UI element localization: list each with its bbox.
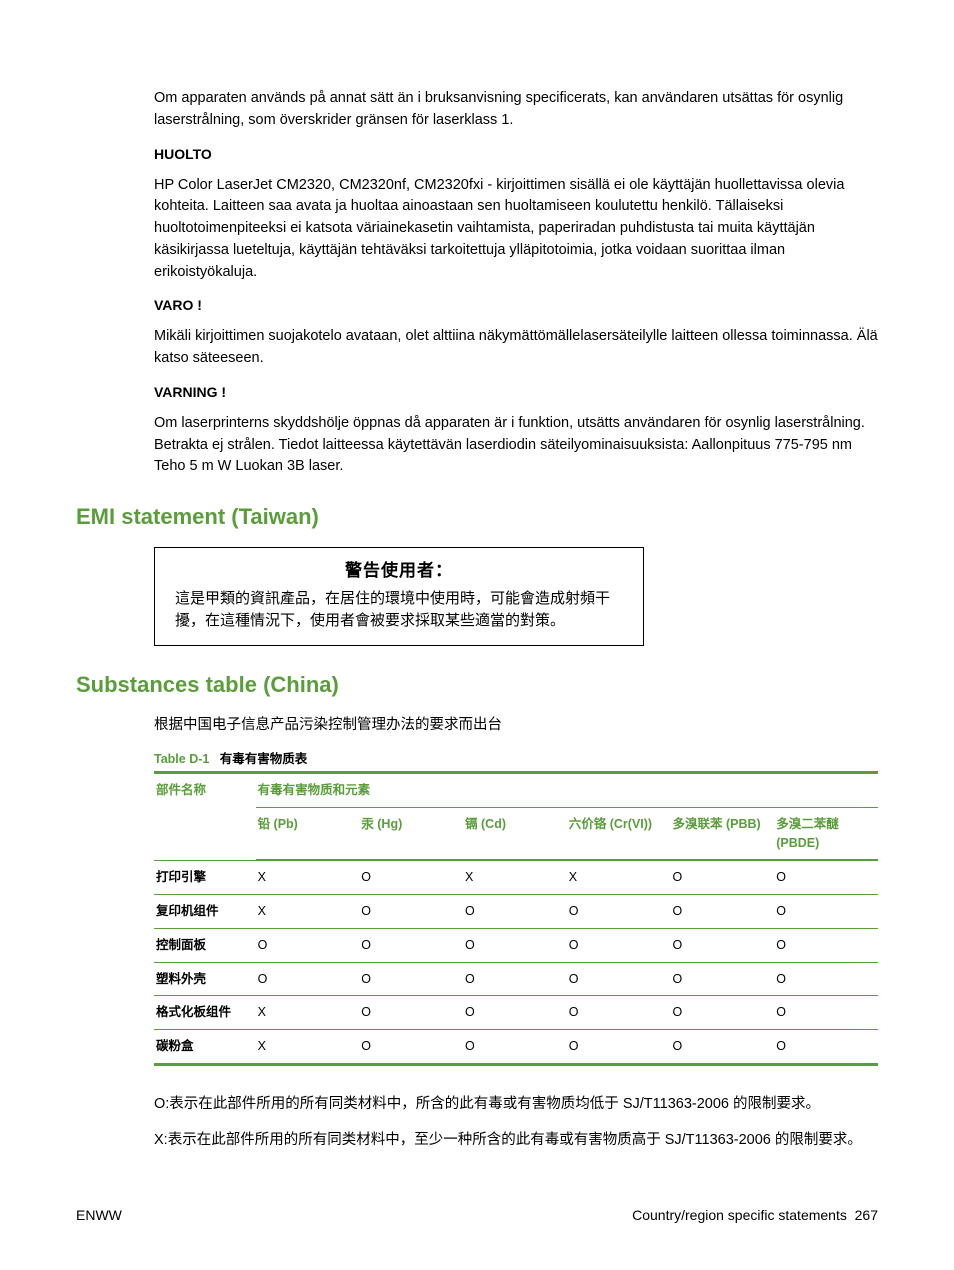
value-cell: O — [774, 928, 878, 962]
table-row: 碳粉盒XOOOOO — [154, 1030, 878, 1065]
substances-heading: Substances table (China) — [76, 668, 878, 701]
substance-col-5: 多溴二苯醚 (PBDE) — [774, 807, 878, 860]
note-o: O:表示在此部件所用的所有同类材料中，所含的此有毒或有害物质均低于 SJ/T11… — [154, 1094, 878, 1116]
value-cell: O — [359, 928, 463, 962]
value-cell: O — [774, 996, 878, 1030]
value-cell: X — [256, 1030, 360, 1065]
intro-paragraph: Om apparaten används på annat sätt än i … — [154, 88, 878, 132]
value-cell: O — [774, 962, 878, 996]
value-cell: O — [463, 962, 567, 996]
table-row: 格式化板组件XOOOOO — [154, 996, 878, 1030]
part-name-cell: 复印机组件 — [154, 895, 256, 929]
note-x: X:表示在此部件所用的所有同类材料中，至少一种所含的此有毒或有害物质高于 SJ/… — [154, 1130, 878, 1152]
value-cell: O — [463, 1030, 567, 1065]
table-row: 控制面板OOOOOO — [154, 928, 878, 962]
emi-heading: EMI statement (Taiwan) — [76, 500, 878, 533]
substance-col-4: 多溴联苯 (PBB) — [671, 807, 775, 860]
col-part-name: 部件名称 — [154, 773, 256, 861]
table-row: 复印机组件XOOOOO — [154, 895, 878, 929]
substances-table: 部件名称 有毒有害物质和元素 铅 (Pb)汞 (Hg)镉 (Cd)六价铬 (Cr… — [154, 771, 878, 1066]
emi-warning-box: 警告使用者： 這是甲類的資訊產品，在居住的環境中使用時，可能會造成射頻干擾，在這… — [154, 547, 644, 646]
value-cell: O — [359, 996, 463, 1030]
value-cell: O — [671, 928, 775, 962]
value-cell: O — [567, 928, 671, 962]
value-cell: X — [256, 860, 360, 894]
table-row: 塑料外壳OOOOOO — [154, 962, 878, 996]
footer-right: Country/region specific statements 267 — [632, 1205, 878, 1226]
value-cell: O — [359, 962, 463, 996]
value-cell: O — [567, 996, 671, 1030]
value-cell: O — [359, 1030, 463, 1065]
value-cell: O — [256, 928, 360, 962]
table-caption: Table D-1 有毒有害物质表 — [154, 750, 878, 769]
part-name-cell: 打印引擎 — [154, 860, 256, 894]
value-cell: O — [671, 860, 775, 894]
substances-footnotes: O:表示在此部件所用的所有同类材料中，所含的此有毒或有害物质均低于 SJ/T11… — [154, 1094, 878, 1152]
substances-intro: 根据中国电子信息产品污染控制管理办法的要求而出台 — [154, 715, 878, 737]
page-footer: ENWW Country/region specific statements … — [76, 1205, 878, 1226]
value-cell: O — [671, 996, 775, 1030]
value-cell: O — [359, 860, 463, 894]
value-cell: O — [671, 962, 775, 996]
value-cell: O — [671, 1030, 775, 1065]
emi-box-body: 這是甲類的資訊產品，在居住的環境中使用時，可能會造成射頻干擾，在這種情況下，使用… — [173, 588, 625, 633]
value-cell: X — [256, 996, 360, 1030]
value-cell: X — [463, 860, 567, 894]
varning-body: Om laserprinterns skyddshölje öppnas då … — [154, 413, 878, 478]
value-cell: O — [463, 996, 567, 1030]
value-cell: O — [671, 895, 775, 929]
huolto-heading: HUOLTO — [154, 144, 878, 165]
substance-col-0: 铅 (Pb) — [256, 807, 360, 860]
value-cell: O — [567, 962, 671, 996]
huolto-body: HP Color LaserJet CM2320, CM2320nf, CM23… — [154, 175, 878, 284]
part-name-cell: 格式化板组件 — [154, 996, 256, 1030]
value-cell: O — [463, 928, 567, 962]
part-name-cell: 碳粉盒 — [154, 1030, 256, 1065]
table-caption-number: Table D-1 — [154, 752, 209, 766]
substance-col-3: 六价铬 (Cr(VI)) — [567, 807, 671, 860]
value-cell: O — [256, 962, 360, 996]
value-cell: O — [567, 895, 671, 929]
value-cell: X — [567, 860, 671, 894]
substance-col-2: 镉 (Cd) — [463, 807, 567, 860]
table-row: 打印引擎XOXXOO — [154, 860, 878, 894]
value-cell: O — [463, 895, 567, 929]
varo-heading: VARO ! — [154, 295, 878, 316]
value-cell: O — [774, 1030, 878, 1065]
varning-heading: VARNING ! — [154, 382, 878, 403]
value-cell: O — [774, 895, 878, 929]
emi-box-title: 警告使用者： — [173, 558, 625, 584]
part-name-cell: 控制面板 — [154, 928, 256, 962]
varo-body: Mikäli kirjoittimen suojakotelo avataan,… — [154, 326, 878, 370]
value-cell: O — [774, 860, 878, 894]
value-cell: O — [567, 1030, 671, 1065]
value-cell: X — [256, 895, 360, 929]
table-caption-text: 有毒有害物质表 — [220, 752, 308, 766]
substance-col-1: 汞 (Hg) — [359, 807, 463, 860]
col-group-heading: 有毒有害物质和元素 — [256, 773, 878, 808]
footer-left: ENWW — [76, 1205, 122, 1226]
part-name-cell: 塑料外壳 — [154, 962, 256, 996]
value-cell: O — [359, 895, 463, 929]
